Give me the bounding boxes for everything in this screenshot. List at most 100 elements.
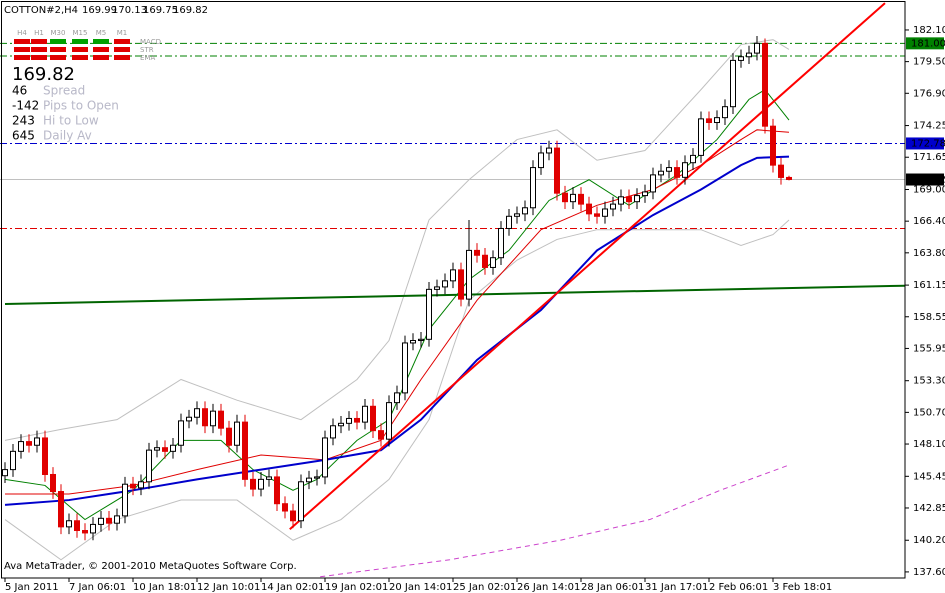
info-label: Hi to Low — [43, 114, 99, 128]
candle-body — [770, 125, 776, 166]
timeframe-label: H1 — [34, 29, 44, 37]
timeframe-label: M5 — [96, 29, 107, 37]
candle-body — [226, 427, 232, 446]
candle-body — [642, 191, 648, 197]
candle-body — [706, 118, 712, 124]
candle-body — [602, 208, 608, 217]
candle-body — [578, 193, 584, 205]
candle-body — [202, 408, 208, 427]
signal-block — [114, 55, 130, 60]
y-tick-label: 155.95 — [913, 343, 945, 354]
candle-body — [738, 56, 744, 61]
candle-body — [498, 227, 504, 259]
candle-body — [346, 417, 352, 424]
info-value: -142 — [12, 99, 39, 113]
candle-body — [546, 147, 552, 154]
x-tick-label: 12 Jan 10:01 — [197, 582, 260, 593]
candle-body — [258, 478, 264, 490]
overlay-line — [4, 284, 905, 305]
candle-body — [362, 405, 368, 423]
signal-block — [72, 47, 88, 52]
x-tick-label: 10 Jan 18:01 — [133, 582, 196, 593]
candle-body — [282, 503, 288, 512]
timeframe-label: M30 — [51, 29, 66, 37]
x-tick-label: 7 Jan 06:01 — [69, 582, 126, 593]
price-box-label: 181.00 — [911, 38, 945, 49]
price-box — [906, 173, 944, 186]
symbol: COTTON#2,H4 — [4, 5, 78, 16]
candle-body — [330, 425, 336, 439]
candle-body — [698, 118, 704, 156]
price-box — [906, 137, 944, 150]
candle-body — [634, 195, 640, 203]
candle-body — [626, 196, 632, 203]
axes: 182.10 179.50 176.90 174.25 171.65 169.00 166.… — [4, 25, 945, 593]
overlay-line — [4, 88, 790, 521]
timeframe-label: M1 — [117, 29, 128, 37]
candle-body — [250, 478, 256, 490]
signal-block — [72, 55, 88, 60]
candle-body — [74, 520, 80, 532]
candle-body — [18, 441, 24, 452]
signal-block — [14, 47, 30, 52]
indicator-label: EMA — [140, 54, 155, 62]
y-tick-label: 148.10 — [913, 439, 945, 450]
y-tick-label: 179.50 — [913, 57, 945, 68]
candle-body — [554, 147, 560, 194]
candle-body — [778, 164, 784, 178]
x-tick-label: 14 Jan 02:01 — [261, 582, 324, 593]
candle-body — [506, 215, 512, 229]
signal-block — [93, 47, 109, 52]
last-open: 169.99 — [82, 5, 117, 16]
candle-body — [162, 447, 168, 452]
candle-body — [386, 402, 392, 440]
candle-body — [442, 280, 448, 288]
candle-body — [306, 477, 312, 483]
signal-block — [31, 47, 47, 52]
info-label: Spread — [43, 84, 85, 98]
candle-body — [482, 254, 488, 268]
candle-body — [114, 515, 120, 524]
candle-body — [674, 167, 680, 178]
candle-body — [650, 174, 656, 193]
candle-body — [186, 416, 192, 422]
y-tick-label: 145.45 — [913, 471, 945, 482]
x-tick-label: 25 Jan 02:01 — [453, 582, 516, 593]
y-tick-label: 171.65 — [913, 152, 945, 163]
y-tick-label: 140.20 — [913, 535, 945, 546]
overlays — [4, 2, 905, 578]
overlay-line — [4, 219, 790, 561]
candle-body — [426, 288, 432, 340]
candle-body — [514, 213, 520, 217]
info-value: 46 — [12, 84, 27, 98]
candle-body — [586, 203, 592, 215]
signal-block — [72, 39, 88, 44]
candle-body — [458, 269, 464, 300]
big-price: 169.82 — [12, 64, 75, 85]
candle-body — [26, 441, 32, 446]
candle-body — [410, 340, 416, 344]
candle-body — [138, 481, 144, 489]
candle-body — [418, 338, 424, 342]
signal-block — [14, 55, 30, 60]
y-tick-label: 176.90 — [913, 88, 945, 99]
y-tick-label: 163.80 — [913, 248, 945, 259]
info-value: 243 — [12, 114, 35, 128]
candle-body — [274, 476, 280, 505]
indicator-label: MACD — [140, 38, 161, 46]
plot-frame — [1, 1, 906, 579]
candle-body — [122, 483, 128, 517]
candle-body — [402, 342, 408, 394]
candle-body — [682, 162, 688, 178]
x-tick-label: 28 Jan 06:01 — [581, 582, 644, 593]
signal-block — [114, 47, 130, 52]
candle-body — [178, 420, 184, 446]
candle-body — [242, 421, 248, 480]
candle-body — [786, 176, 792, 181]
candle-body — [98, 517, 104, 525]
candle-body — [66, 520, 72, 528]
candle-body — [10, 450, 16, 471]
candle-body — [170, 444, 176, 452]
